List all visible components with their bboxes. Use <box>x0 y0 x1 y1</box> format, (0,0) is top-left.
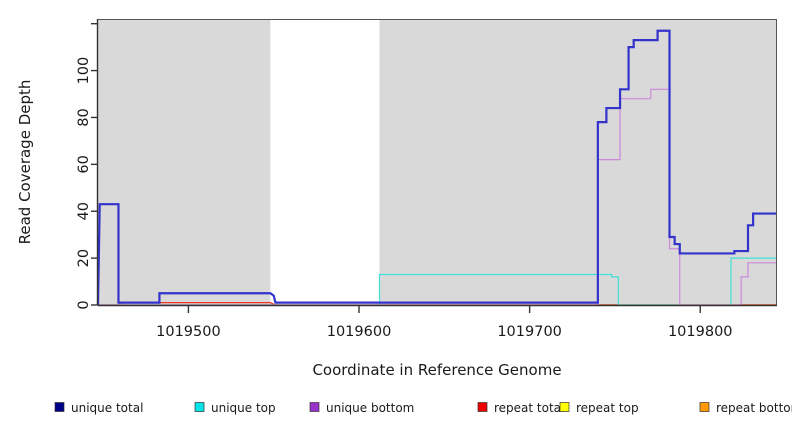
y-axis-title: Read Coverage Depth <box>16 80 34 245</box>
plot-frame <box>98 19 777 305</box>
legend-swatch <box>559 402 570 412</box>
y-tick-label: 40 <box>76 202 92 220</box>
shaded-region <box>379 19 777 305</box>
shaded-regions <box>98 19 777 305</box>
x-axis-title: Coordinate in Reference Genome <box>312 361 561 379</box>
legend-swatch <box>194 402 205 412</box>
legend-swatch <box>699 402 710 412</box>
chart-legend: unique total unique top unique bottom repea… <box>54 401 792 415</box>
x-tick-label: 1019800 <box>668 324 733 340</box>
shaded-region <box>98 19 271 305</box>
y-tick-label: 20 <box>76 249 92 267</box>
y-tick-label: 0 <box>76 300 92 309</box>
y-axis: 0 20 40 60 80 100 <box>76 19 99 310</box>
y-tick-label: 80 <box>76 108 92 126</box>
x-tick-label: 1019500 <box>156 324 221 340</box>
legend-label: unique total <box>71 401 143 415</box>
legend-label: repeat top <box>576 401 639 415</box>
legend-swatch <box>54 402 65 412</box>
legend-swatch <box>309 402 320 412</box>
series-line <box>98 257 777 306</box>
legend-label: unique bottom <box>326 401 414 415</box>
y-tick-label: 60 <box>76 155 92 173</box>
x-tick-label: 1019600 <box>327 324 392 340</box>
x-axis: 1019500 1019600 1019700 1019800 <box>98 304 777 340</box>
y-tick-label: 100 <box>76 57 92 85</box>
x-tick-label: 1019700 <box>497 324 562 340</box>
legend-label: unique top <box>211 401 276 415</box>
legend-swatch <box>477 402 488 412</box>
legend-label: repeat bottom <box>716 401 792 415</box>
series-line <box>96 29 777 306</box>
legend-label: repeat total <box>494 401 564 415</box>
